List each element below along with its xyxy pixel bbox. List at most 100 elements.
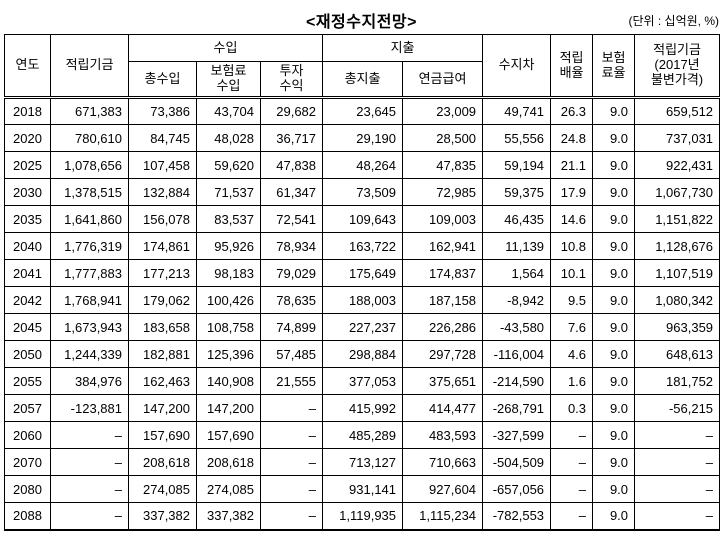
value-cell: 187,158 — [402, 286, 484, 314]
value-cell: 1,115,234 — [402, 502, 484, 531]
value-cell: 1,067,730 — [634, 178, 721, 206]
value-cell: – — [50, 502, 129, 531]
value-cell: 72,541 — [259, 205, 324, 233]
value-cell: -214,590 — [482, 367, 552, 395]
value-cell: 49,741 — [482, 96, 552, 125]
value-cell: 47,835 — [402, 151, 484, 179]
value-cell: 47,838 — [259, 151, 324, 179]
value-cell: 23,645 — [322, 96, 404, 125]
value-cell: 23,009 — [402, 96, 484, 125]
value-cell: 298,884 — [322, 340, 404, 368]
value-cell: 9.0 — [592, 205, 636, 233]
value-cell: 95,926 — [196, 232, 261, 260]
value-cell: – — [259, 394, 324, 422]
col-header-fund: 적립기금 — [50, 34, 129, 98]
value-cell: 174,837 — [402, 259, 484, 287]
value-cell: -8,942 — [482, 286, 552, 314]
value-cell: 188,003 — [322, 286, 404, 314]
table-row: 2088–337,382 337,382–1,119,935 1,115,234 -7… — [4, 502, 721, 531]
value-cell: 71,537 — [196, 178, 261, 206]
value-cell: -43,580 — [482, 313, 552, 341]
value-cell: 9.0 — [592, 259, 636, 287]
year-cell: 2080 — [4, 475, 51, 503]
value-cell: 9.0 — [592, 394, 636, 422]
value-cell: 1,128,676 — [634, 232, 721, 260]
value-cell: 377,053 — [322, 367, 404, 395]
value-cell: 10.8 — [550, 232, 594, 260]
value-cell: 100,426 — [196, 286, 261, 314]
value-cell: – — [550, 421, 594, 449]
value-cell: 17.9 — [550, 178, 594, 206]
value-cell: 375,651 — [402, 367, 484, 395]
value-cell: 132,884 — [128, 178, 197, 206]
value-cell: -782,553 — [482, 502, 552, 531]
year-cell: 2040 — [4, 232, 51, 260]
value-cell: 226,286 — [402, 313, 484, 341]
table-row: 2057 -123,881 147,200 147,200–415,992 414,47… — [4, 394, 721, 422]
table-row: 2045 1,673,943 183,658 108,758 74,899 227,237… — [4, 313, 721, 341]
value-cell: – — [634, 448, 721, 476]
value-cell: 73,386 — [128, 96, 197, 125]
value-cell: 713,127 — [322, 448, 404, 476]
value-cell: 48,028 — [196, 124, 261, 152]
value-cell: 337,382 — [128, 502, 197, 531]
col-header-expenditure-total: 총지출 — [322, 61, 404, 98]
value-cell: 9.0 — [592, 313, 636, 341]
col-header-revenue-premium: 보험료 수입 — [196, 61, 261, 98]
year-cell: 2057 — [4, 394, 51, 422]
value-cell: – — [50, 475, 129, 503]
value-cell: 227,237 — [322, 313, 404, 341]
value-cell: 109,643 — [322, 205, 404, 233]
header-sub-row: 총수입 보험료 수입 투자 수익 총지출 연금급여 — [5, 61, 720, 98]
value-cell: 83,537 — [196, 205, 261, 233]
value-cell: – — [50, 421, 129, 449]
value-cell: 931,141 — [322, 475, 404, 503]
value-cell: 11,139 — [482, 232, 552, 260]
value-cell: 1,244,339 — [50, 340, 129, 368]
value-cell: 140,908 — [196, 367, 261, 395]
value-cell: 79,029 — [259, 259, 324, 287]
value-cell: – — [259, 475, 324, 503]
header-group-row: 연도 적립기금 수입 지출 수지차 적립 배율 보험 료율 적립기금 (2017… — [4, 34, 721, 98]
value-cell: -327,599 — [482, 421, 552, 449]
value-cell: 922,431 — [634, 151, 721, 179]
value-cell: 9.0 — [592, 475, 636, 503]
value-cell: 163,722 — [322, 232, 404, 260]
value-cell: 107,458 — [128, 151, 197, 179]
year-cell: 2050 — [4, 340, 51, 368]
value-cell: – — [550, 502, 594, 531]
value-cell: 175,649 — [322, 259, 404, 287]
value-cell: 737,031 — [634, 124, 721, 152]
table-row: 2080–274,085 274,085–931,141 927,604 -657,0… — [4, 475, 721, 503]
col-header-year: 연도 — [4, 34, 51, 98]
value-cell: 78,635 — [259, 286, 324, 314]
value-cell: 0.3 — [550, 394, 594, 422]
value-cell: 162,463 — [128, 367, 197, 395]
year-cell: 2088 — [4, 502, 51, 531]
title-bar: <재정수지전망> (단위 : 십억원, %) — [4, 6, 719, 34]
value-cell: 384,976 — [50, 367, 129, 395]
value-cell: 156,078 — [128, 205, 197, 233]
col-header-fund-real: 적립기금 (2017년 불변가격) — [634, 34, 721, 98]
value-cell: 414,477 — [402, 394, 484, 422]
value-cell: 1,378,515 — [50, 178, 129, 206]
value-cell: 208,618 — [196, 448, 261, 476]
col-header-revenue-total: 총수입 — [128, 61, 197, 98]
value-cell: 57,485 — [259, 340, 324, 368]
value-cell: 10.1 — [550, 259, 594, 287]
value-cell: 147,200 — [196, 394, 261, 422]
fiscal-balance-table: 연도 적립기금 수입 지출 수지차 적립 배율 보험 료율 적립기금 (2017… — [4, 34, 721, 531]
value-cell: 9.5 — [550, 286, 594, 314]
table-row: 2060–157,690 157,690–485,289 483,593 -327,5… — [4, 421, 721, 449]
value-cell: 9.0 — [592, 286, 636, 314]
value-cell: 1,151,822 — [634, 205, 721, 233]
value-cell: 659,512 — [634, 96, 721, 125]
value-cell: 710,663 — [402, 448, 484, 476]
value-cell: 36,717 — [259, 124, 324, 152]
table-row: 2020 780,610 84,745 48,028 36,717 29,190 28,50… — [4, 124, 721, 152]
col-header-premium-rate: 보험 료율 — [592, 34, 636, 98]
table-header: 연도 적립기금 수입 지출 수지차 적립 배율 보험 료율 적립기금 (2017… — [4, 34, 721, 98]
value-cell: – — [550, 475, 594, 503]
value-cell: 73,509 — [322, 178, 404, 206]
value-cell: 78,934 — [259, 232, 324, 260]
